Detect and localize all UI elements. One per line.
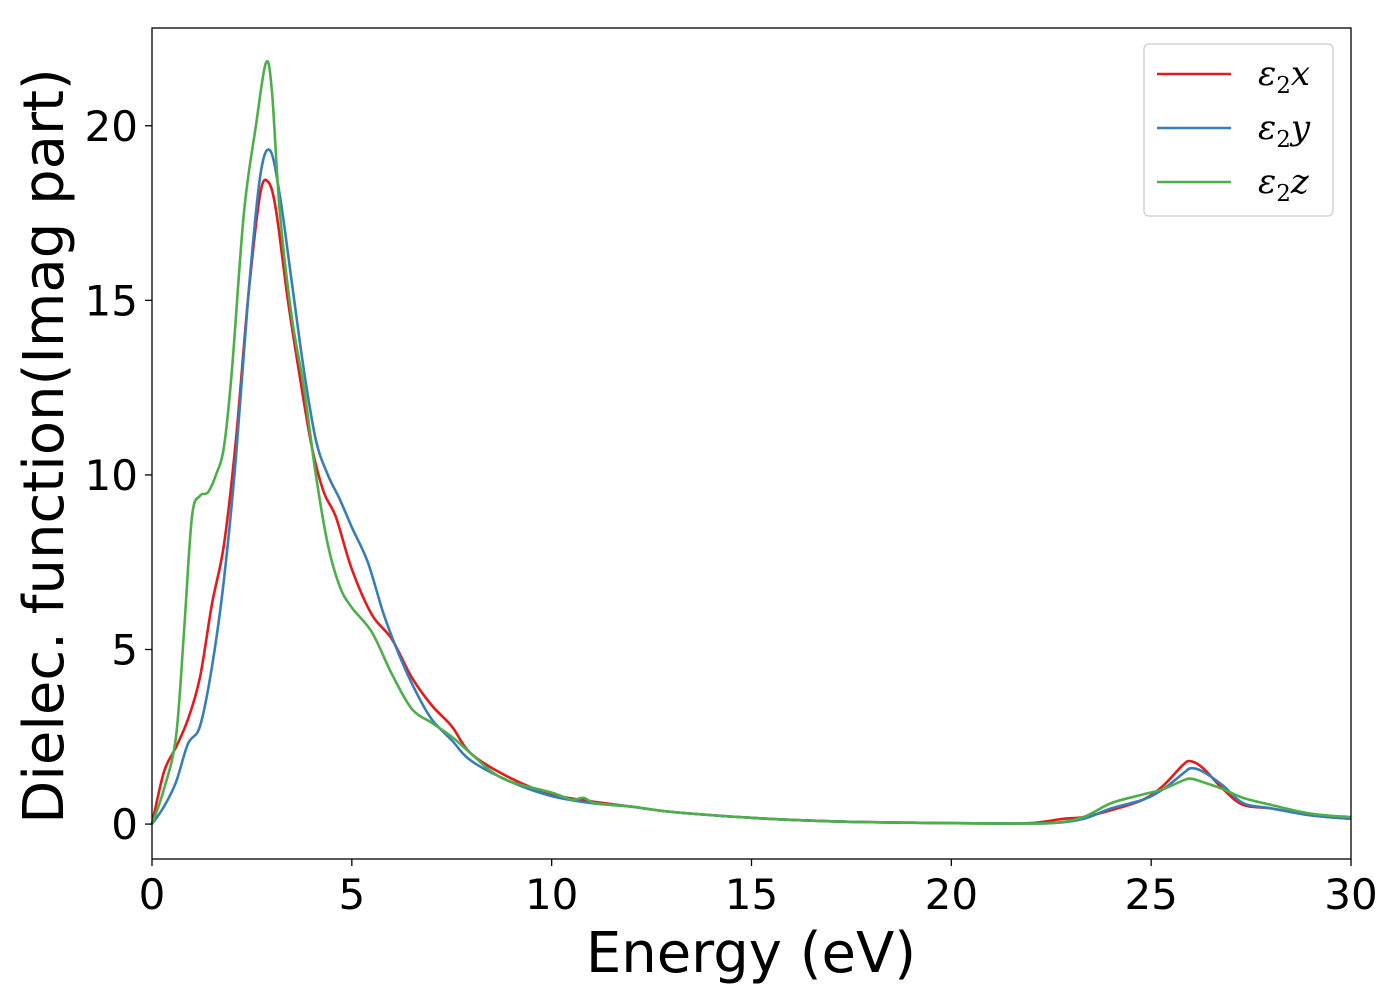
series-line-y [150,148,1352,825]
y-tick-label: 5 [111,626,138,675]
y-tick-label: 10 [85,451,138,500]
series-line-x [150,178,1352,825]
series-lines [150,60,1352,825]
legend-label-sub: 2 [1276,73,1291,99]
legend-label: ε2x [1258,54,1310,99]
legend-label: ε2z [1258,162,1310,207]
legend-label-tail: z [1290,162,1310,202]
x-tick-label: 15 [725,870,778,919]
x-tick-label: 20 [925,870,978,919]
x-tick-label: 30 [1324,870,1377,919]
legend-label-tail: x [1291,54,1310,94]
y-tick-label: 15 [85,276,138,325]
legend-label-base: ε [1258,108,1276,148]
y-tick-label: 20 [85,102,138,151]
legend-label-base: ε [1258,54,1276,94]
y-tick-label: 0 [111,800,138,849]
legend-box [1143,43,1334,217]
x-tick-label: 5 [338,870,365,919]
x-axis: 0 5 10 15 20 25 30 [139,859,1378,919]
x-tick-label: 25 [1124,870,1177,919]
y-axis: 0 5 10 15 20 [85,102,152,849]
legend-label-tail: y [1289,108,1311,148]
x-tick-label: 10 [525,870,578,919]
y-axis-title: Dielec. function(Imag part) [12,68,77,824]
legend-label-base: ε [1258,162,1276,202]
series-line-z [150,60,1352,825]
legend-label: ε2y [1258,108,1311,153]
x-axis-title: Energy (eV) [586,921,916,986]
legend-label-sub: 2 [1276,127,1291,153]
x-tick-label: 0 [139,870,166,919]
legend-label-sub: 2 [1276,181,1291,207]
